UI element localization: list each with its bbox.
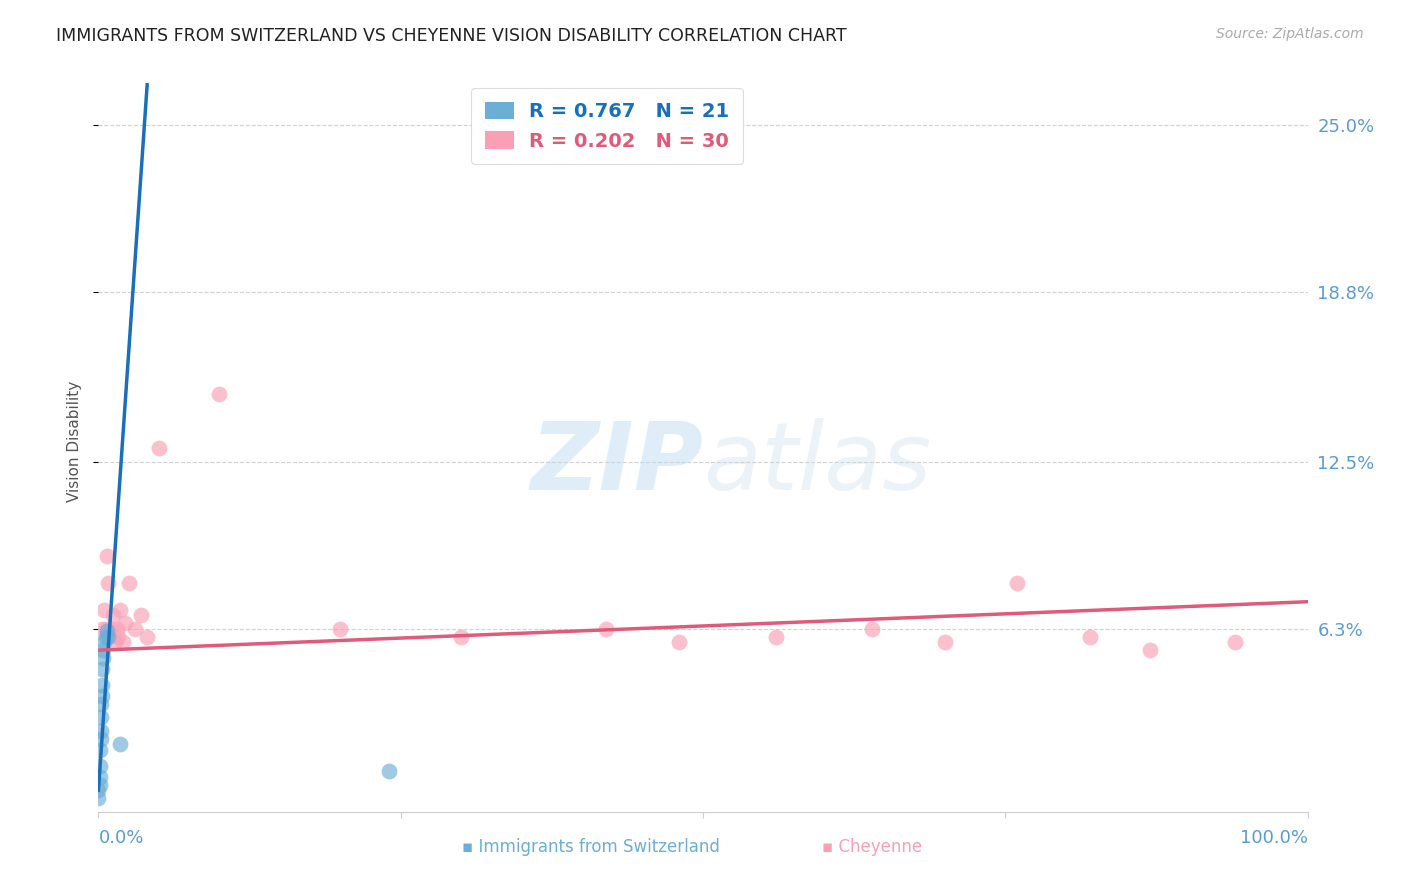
Point [93, 635, 115, 649]
Text: 0.0%: 0.0% [98, 829, 143, 847]
Point [91, 651, 114, 665]
Point [114, 616, 136, 631]
Point [129, 608, 152, 623]
Point [1078, 630, 1101, 644]
Point [765, 630, 787, 644]
Y-axis label: Vision Disability: Vision Disability [67, 381, 83, 502]
Point [107, 630, 129, 644]
Point [90, 710, 112, 724]
Point [90, 723, 112, 738]
Text: 100.0%: 100.0% [1240, 829, 1308, 847]
Point [148, 442, 170, 456]
Point [91, 622, 114, 636]
Legend: R = 0.767   N = 21, R = 0.202   N = 30: R = 0.767 N = 21, R = 0.202 N = 30 [471, 88, 742, 164]
Point [87, 791, 110, 805]
Text: atlas: atlas [703, 418, 931, 509]
Point [91, 678, 114, 692]
Point [89, 743, 111, 757]
Point [94, 622, 117, 636]
Point [108, 738, 131, 752]
Text: ZIP: ZIP [530, 417, 703, 509]
Point [124, 622, 146, 636]
Text: Source: ZipAtlas.com: Source: ZipAtlas.com [1216, 27, 1364, 41]
Point [90, 697, 112, 711]
Point [96, 549, 118, 563]
Point [860, 622, 883, 636]
Text: ▪ Cheyenne: ▪ Cheyenne [821, 838, 922, 856]
Point [96, 624, 118, 639]
Point [450, 630, 472, 644]
Point [87, 783, 110, 797]
Point [89, 778, 111, 792]
Point [934, 635, 956, 649]
Point [118, 575, 141, 590]
Point [1007, 575, 1029, 590]
Point [104, 635, 127, 649]
Point [1139, 643, 1161, 657]
Point [94, 630, 117, 644]
Point [100, 622, 122, 636]
Point [1223, 635, 1246, 649]
Point [91, 643, 114, 657]
Point [668, 635, 690, 649]
Point [91, 662, 114, 676]
Point [208, 387, 231, 401]
Point [90, 732, 112, 747]
Point [108, 603, 131, 617]
Point [135, 630, 157, 644]
Point [97, 630, 120, 644]
Point [377, 764, 399, 779]
Point [89, 770, 111, 784]
Point [111, 635, 134, 649]
Point [97, 575, 120, 590]
Text: ▪ Immigrants from Switzerland: ▪ Immigrants from Switzerland [461, 838, 720, 856]
Point [91, 689, 114, 703]
Point [329, 622, 352, 636]
Point [105, 622, 128, 636]
Point [101, 608, 124, 623]
Text: IMMIGRANTS FROM SWITZERLAND VS CHEYENNE VISION DISABILITY CORRELATION CHART: IMMIGRANTS FROM SWITZERLAND VS CHEYENNE … [56, 27, 846, 45]
Point [595, 622, 617, 636]
Point [89, 759, 111, 773]
Point [93, 603, 115, 617]
